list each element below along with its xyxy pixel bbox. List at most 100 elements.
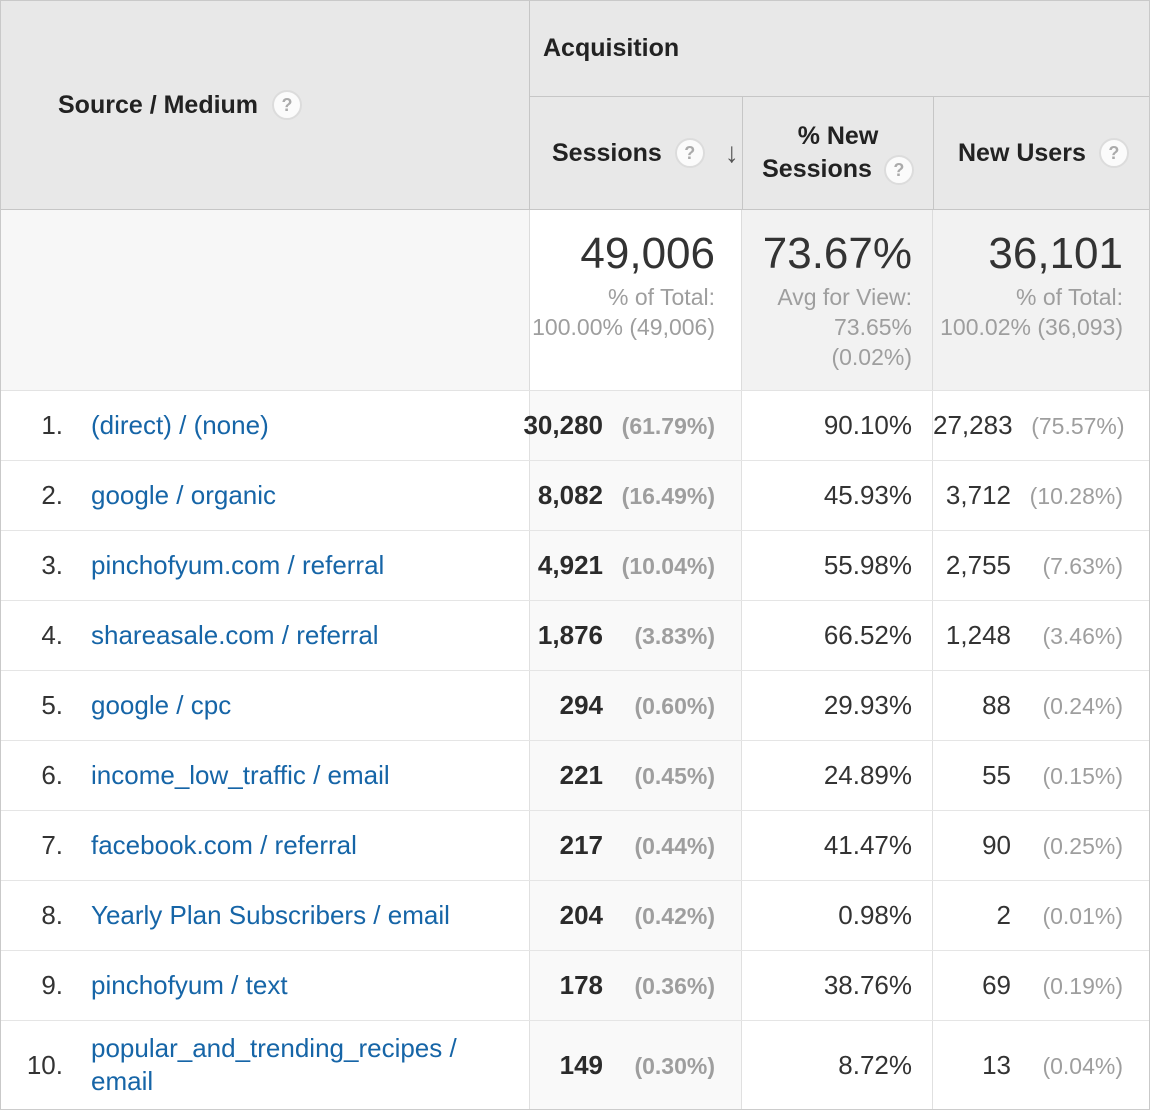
new-users-value: 1,248	[945, 620, 1011, 650]
new-users-percent: (0.19%)	[1042, 973, 1123, 999]
new-users-percent: (0.04%)	[1042, 1052, 1123, 1079]
new-users-cell: 2 (0.01%)	[932, 881, 1149, 950]
sessions-value: 1,876	[537, 620, 603, 650]
sessions-value: 4,921	[537, 550, 603, 580]
sessions-cell: 217 (0.44%)	[529, 811, 741, 880]
new-users-total-subtext: % of Total: 100.02% (36,093)	[940, 284, 1123, 340]
sessions-percent: (0.36%)	[634, 973, 715, 999]
sessions-total-value: 49,006	[580, 229, 715, 278]
new-users-cell: 27,283 (75.57%)	[932, 391, 1150, 460]
table-row: 3. pinchofyum.com / referral 4,921 (10.0…	[1, 531, 1149, 601]
acquisition-header-group: Acquisition Sessions ? ↓ % New Sessions …	[529, 1, 1149, 209]
sessions-percent: (16.49%)	[621, 483, 715, 509]
table-body: 1. (direct) / (none) 30,280 (61.79%) 90.…	[1, 391, 1149, 1110]
column-header-sessions[interactable]: Sessions ? ↓	[530, 97, 742, 209]
percent-new-sessions-value: 24.89%	[823, 760, 912, 790]
table-row: 8. Yearly Plan Subscribers / email 204 (…	[1, 881, 1149, 951]
percent-new-sessions-value: 29.93%	[823, 690, 912, 720]
column-header-source-medium[interactable]: Source / Medium ?	[1, 1, 529, 209]
sessions-cell: 30,280 (61.79%)	[523, 391, 741, 460]
source-medium-cell: 7. facebook.com / referral	[1, 811, 529, 880]
totals-source-cell	[1, 210, 529, 390]
percent-new-sessions-total-value: 73.67%	[762, 229, 912, 278]
source-medium-link[interactable]: pinchofyum / text	[91, 970, 288, 1000]
new-users-percent: (0.25%)	[1042, 833, 1123, 859]
percent-new-sessions-cell: 41.47%	[741, 811, 932, 880]
row-rank: 6.	[41, 760, 63, 790]
table-row: 1. (direct) / (none) 30,280 (61.79%) 90.…	[1, 391, 1149, 461]
help-icon[interactable]: ?	[674, 138, 705, 168]
new-users-cell: 55 (0.15%)	[932, 741, 1149, 810]
table-row: 9. pinchofyum / text 178 (0.36%) 38.76% …	[1, 951, 1149, 1021]
percent-new-sessions-value: 0.98%	[838, 900, 912, 930]
percent-new-sessions-value: 90.10%	[823, 410, 912, 440]
row-rank: 9.	[41, 970, 63, 1000]
sessions-percent: (61.79%)	[621, 413, 715, 439]
help-icon[interactable]: ?	[1098, 138, 1129, 168]
sessions-percent: (0.45%)	[634, 763, 715, 789]
new-users-value: 69	[982, 970, 1011, 1000]
percent-new-sessions-value: 45.93%	[823, 480, 912, 510]
percent-new-sessions-cell: 24.89%	[741, 741, 932, 810]
acquisition-group-label: Acquisition	[530, 1, 1149, 97]
source-medium-link[interactable]: facebook.com / referral	[91, 830, 357, 860]
table-row: 5. google / cpc 294 (0.60%) 29.93% 88 (0…	[1, 671, 1149, 741]
sessions-value: 178	[559, 970, 603, 1000]
table-row: 10. popular_and_trending_recipes / email…	[1, 1021, 1149, 1110]
table-row: 7. facebook.com / referral 217 (0.44%) 4…	[1, 811, 1149, 881]
table-row: 4. shareasale.com / referral 1,876 (3.83…	[1, 601, 1149, 671]
source-medium-link[interactable]: Yearly Plan Subscribers / email	[91, 900, 450, 930]
source-medium-link[interactable]: income_low_traffic / email	[91, 760, 390, 790]
metric-headers: Sessions ? ↓ % New Sessions ? New Users	[530, 97, 1149, 209]
source-medium-cell: 10. popular_and_trending_recipes / email	[1, 1021, 529, 1109]
sessions-label: Sessions	[552, 138, 662, 167]
new-users-value: 90	[982, 830, 1011, 860]
source-medium-link[interactable]: google / organic	[91, 480, 277, 510]
new-users-cell: 2,755 (7.63%)	[932, 531, 1149, 600]
source-medium-cell: 2. google / organic	[1, 461, 529, 530]
sessions-value: 8,082	[537, 480, 603, 510]
sessions-cell: 221 (0.45%)	[529, 741, 741, 810]
percent-new-sessions-cell: 38.76%	[741, 951, 932, 1020]
sessions-value: 30,280	[523, 410, 603, 440]
sessions-value: 294	[559, 690, 603, 720]
source-medium-cell: 8. Yearly Plan Subscribers / email	[1, 881, 529, 950]
percent-new-sessions-cell: 66.52%	[741, 601, 932, 670]
help-icon[interactable]: ?	[883, 154, 914, 185]
source-medium-link[interactable]: pinchofyum.com / referral	[91, 550, 385, 580]
new-users-label: New Users	[958, 138, 1086, 167]
new-users-percent: (10.28%)	[1029, 483, 1123, 509]
row-rank: 8.	[41, 900, 63, 930]
new-users-value: 55	[982, 760, 1011, 790]
source-medium-link[interactable]: google / cpc	[91, 690, 232, 720]
source-medium-link[interactable]: (direct) / (none)	[91, 410, 269, 440]
sessions-cell: 149 (0.30%)	[529, 1021, 741, 1109]
column-header-new-users[interactable]: New Users ?	[933, 97, 1149, 209]
sessions-value: 217	[559, 830, 603, 860]
sort-descending-icon[interactable]: ↓	[724, 137, 739, 168]
help-icon[interactable]: ?	[272, 90, 303, 120]
sessions-cell: 1,876 (3.83%)	[529, 601, 741, 670]
new-users-cell: 3,712 (10.28%)	[932, 461, 1149, 530]
column-header-percent-new-sessions[interactable]: % New Sessions ?	[742, 97, 933, 209]
percent-new-sessions-total-subtext: Avg for View: 73.65% (0.02%)	[777, 284, 912, 370]
percent-new-sessions-value: 66.52%	[823, 620, 912, 650]
new-users-percent: (0.15%)	[1042, 763, 1123, 789]
percent-new-sessions-cell: 55.98%	[741, 531, 932, 600]
new-users-value: 2,755	[945, 550, 1011, 580]
sessions-value: 221	[559, 760, 603, 790]
source-medium-link[interactable]: popular_and_trending_recipes / email	[91, 1033, 457, 1096]
new-users-cell: 13 (0.04%)	[932, 1021, 1149, 1109]
sessions-percent: (3.83%)	[634, 623, 715, 649]
sessions-cell: 8,082 (16.49%)	[529, 461, 741, 530]
source-medium-link[interactable]: shareasale.com / referral	[91, 620, 379, 650]
percent-new-sessions-value: 41.47%	[823, 830, 912, 860]
row-rank: 4.	[41, 620, 63, 650]
percent-new-sessions-value: 55.98%	[823, 550, 912, 580]
sessions-percent: (0.44%)	[634, 833, 715, 859]
new-users-percent: (7.63%)	[1042, 553, 1123, 579]
table-row: 2. google / organic 8,082 (16.49%) 45.93…	[1, 461, 1149, 531]
new-users-cell: 69 (0.19%)	[932, 951, 1149, 1020]
percent-new-sessions-cell: 0.98%	[741, 881, 932, 950]
